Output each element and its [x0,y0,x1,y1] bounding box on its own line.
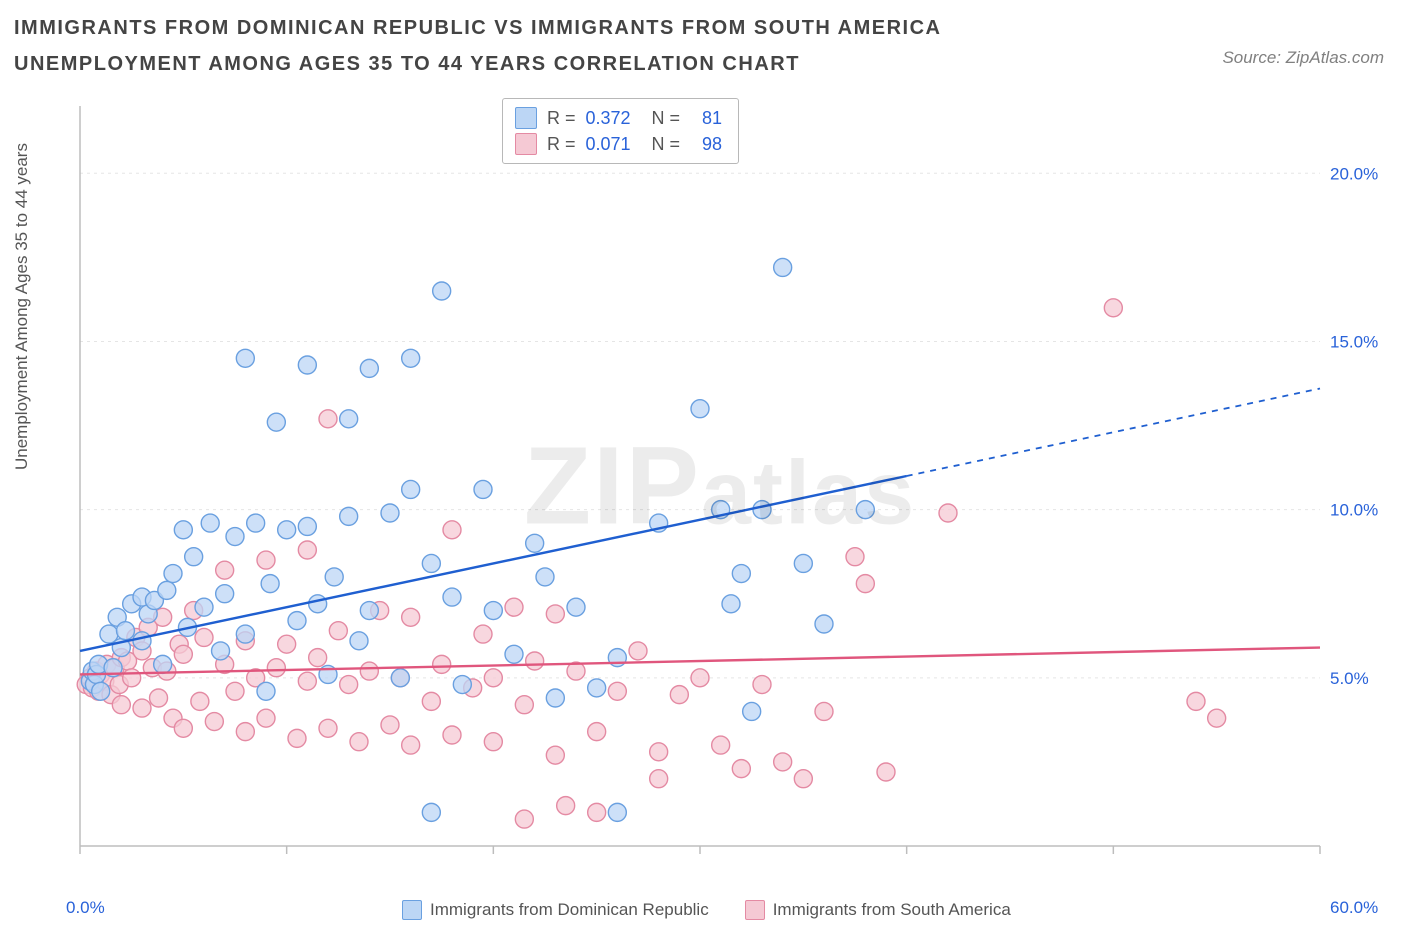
legend-swatch-b [515,133,537,155]
series-b-n: 98 [690,134,722,155]
legend-swatch-a [515,107,537,129]
x-max-label: 60.0% [1330,898,1378,918]
chart-title: Immigrants from Dominican Republic vs Im… [14,10,1094,82]
r-label: R = [547,108,576,129]
series-b-r: 0.071 [586,134,642,155]
series-legend: Immigrants from Dominican Republic Immig… [402,900,1011,920]
source-label: Source: ZipAtlas.com [1222,48,1384,68]
svg-text:15.0%: 15.0% [1330,332,1378,351]
svg-text:5.0%: 5.0% [1330,669,1369,688]
correlation-legend: R = 0.372 N = 81 R = 0.071 N = 98 [502,98,739,164]
scatter-plot: 5.0%10.0%15.0%20.0% ZIPatlas [60,96,1380,876]
n-label: N = [652,134,681,155]
series-b-label: Immigrants from South America [773,900,1011,920]
svg-text:20.0%: 20.0% [1330,164,1378,183]
svg-text:10.0%: 10.0% [1330,501,1378,520]
legend-swatch-b-icon [745,900,765,920]
n-label: N = [652,108,681,129]
y-axis-label: Unemployment Among Ages 35 to 44 years [12,143,32,470]
x-min-label: 0.0% [66,898,105,918]
series-a-r: 0.372 [586,108,642,129]
series-a-n: 81 [690,108,722,129]
legend-swatch-a-icon [402,900,422,920]
series-a-label: Immigrants from Dominican Republic [430,900,709,920]
r-label: R = [547,134,576,155]
